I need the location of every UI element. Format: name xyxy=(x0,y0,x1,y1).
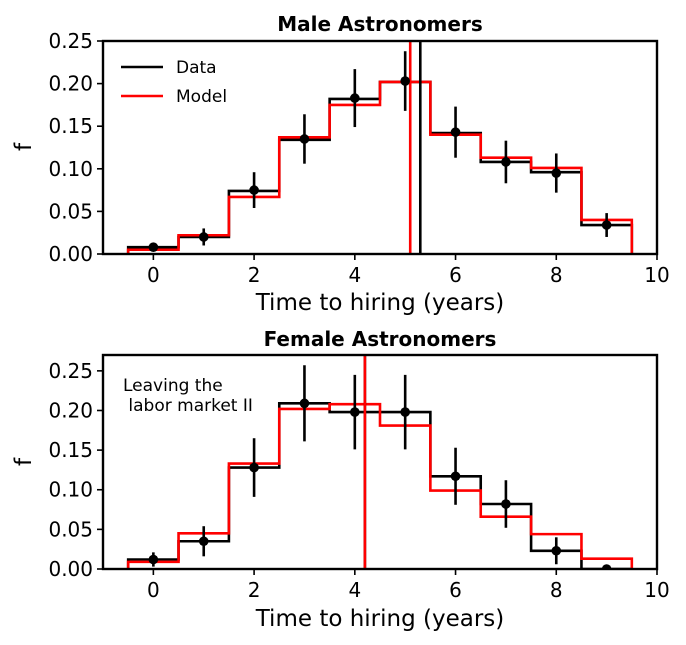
male-x-tick-label: 4 xyxy=(348,263,361,287)
male-x-tick-label: 2 xyxy=(248,263,261,287)
female-data-point xyxy=(350,407,360,417)
male-y-tick-label: 0.05 xyxy=(48,199,93,223)
male-x-axis-label: Time to hiring (years) xyxy=(255,290,505,316)
male-data-point xyxy=(350,93,360,103)
male-data-point xyxy=(249,185,259,195)
female-x-tick-label: 10 xyxy=(644,578,669,602)
female-y-tick-label: 0.10 xyxy=(48,478,93,502)
male-data-point xyxy=(400,76,410,86)
male-y-tick-label: 0.10 xyxy=(48,157,93,181)
female-y-tick-label: 0.15 xyxy=(48,438,93,462)
female-data-point xyxy=(501,499,511,509)
male-y-tick-label: 0.25 xyxy=(48,29,93,53)
male-x-tick-label: 6 xyxy=(449,263,462,287)
female-x-tick-label: 6 xyxy=(449,578,462,602)
female-astronomers-panel: Female Astronomers Time to hiring (years… xyxy=(11,327,670,632)
male-astronomers-panel: Male Astronomers Time to hiring (years) … xyxy=(11,12,670,316)
female-annotation-line: Leaving the xyxy=(123,376,223,396)
female-data-point xyxy=(148,554,159,565)
male-data-point xyxy=(198,232,209,242)
male-data-point xyxy=(299,134,310,144)
female-plot-area xyxy=(126,355,634,569)
female-axes-frame xyxy=(101,353,659,571)
female-data-point xyxy=(249,462,259,473)
female-x-tick-label: 8 xyxy=(550,578,563,602)
male-panel-title: Male Astronomers xyxy=(277,12,482,36)
male-legend-model-label: Model xyxy=(176,87,227,107)
female-data-point xyxy=(450,471,461,482)
female-y-tick-label: 0.25 xyxy=(48,359,93,383)
male-y-axis-label: f xyxy=(11,142,37,151)
female-x-tick-label: 2 xyxy=(248,578,261,602)
male-y-tick-label: 0.00 xyxy=(48,242,93,266)
male-data-point xyxy=(551,168,562,178)
male-x-tick-label: 10 xyxy=(644,263,669,287)
male-x-tick-label: 8 xyxy=(550,263,563,287)
female-y-tick-label: 0.05 xyxy=(48,517,93,541)
male-data-point xyxy=(148,242,159,252)
female-data-point xyxy=(551,545,562,556)
male-legend-data-label: Data xyxy=(176,58,217,78)
female-x-tick-label: 0 xyxy=(147,578,160,602)
female-y-axis-label: f xyxy=(11,457,37,466)
male-data-point xyxy=(501,157,511,167)
female-x-axis-label: Time to hiring (years) xyxy=(255,606,505,632)
female-x-tick-label: 4 xyxy=(348,578,361,602)
female-data-point xyxy=(198,536,209,547)
female-data-point xyxy=(299,398,310,409)
male-data-point xyxy=(601,220,612,230)
male-y-tick-label: 0.15 xyxy=(48,114,93,138)
female-panel-title: Female Astronomers xyxy=(264,327,497,351)
female-y-tick-label: 0.00 xyxy=(48,557,93,581)
male-plot-area xyxy=(126,41,634,254)
male-axes-frame xyxy=(101,39,659,256)
male-x-tick-label: 0 xyxy=(147,263,160,287)
male-data-point xyxy=(450,127,461,137)
female-y-tick-label: 0.20 xyxy=(48,398,93,422)
female-annotation-line: labor market II xyxy=(123,396,253,416)
male-y-tick-label: 0.20 xyxy=(48,72,93,96)
female-data-point xyxy=(400,407,410,417)
